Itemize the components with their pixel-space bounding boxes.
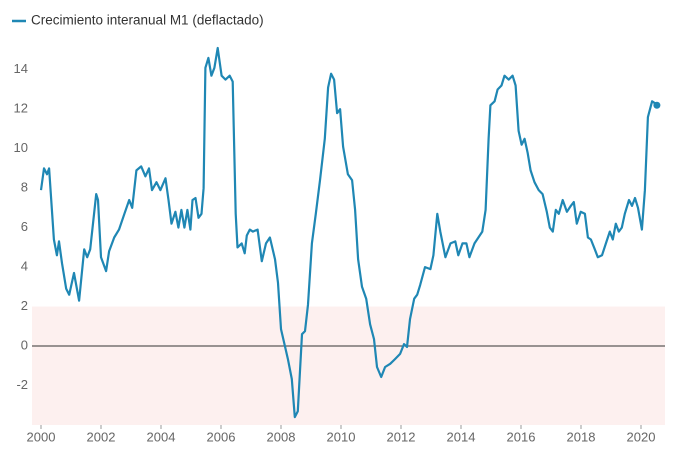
- x-tick-label: 2012: [387, 429, 416, 444]
- y-tick-label: 8: [21, 180, 28, 195]
- y-tick-label: 14: [14, 61, 28, 76]
- y-tick-label: 4: [21, 259, 28, 274]
- x-tick-label: 2006: [207, 429, 236, 444]
- x-tick-label: 2016: [507, 429, 536, 444]
- y-tick-label: 6: [21, 219, 28, 234]
- y-tick-label: 2: [21, 298, 28, 313]
- x-tick-label: 2008: [267, 429, 296, 444]
- x-tick-label: 2004: [147, 429, 176, 444]
- legend-label: Crecimiento interanual M1 (deflactado): [31, 13, 264, 28]
- highlight-band: [32, 306, 665, 425]
- x-tick-label: 2010: [327, 429, 356, 444]
- x-tick-label: 2014: [447, 429, 476, 444]
- series-line: [39, 46, 658, 419]
- y-tick-label: 10: [14, 140, 28, 155]
- x-tick-label: 2018: [567, 429, 596, 444]
- end-marker: [653, 101, 661, 109]
- y-tick-label: 12: [14, 101, 28, 116]
- x-tick-label: 2020: [627, 429, 656, 444]
- x-tick-label: 2002: [87, 429, 116, 444]
- x-tick-label: 2000: [27, 429, 56, 444]
- y-tick-label: -2: [16, 377, 28, 392]
- y-tick-label: 0: [21, 337, 28, 352]
